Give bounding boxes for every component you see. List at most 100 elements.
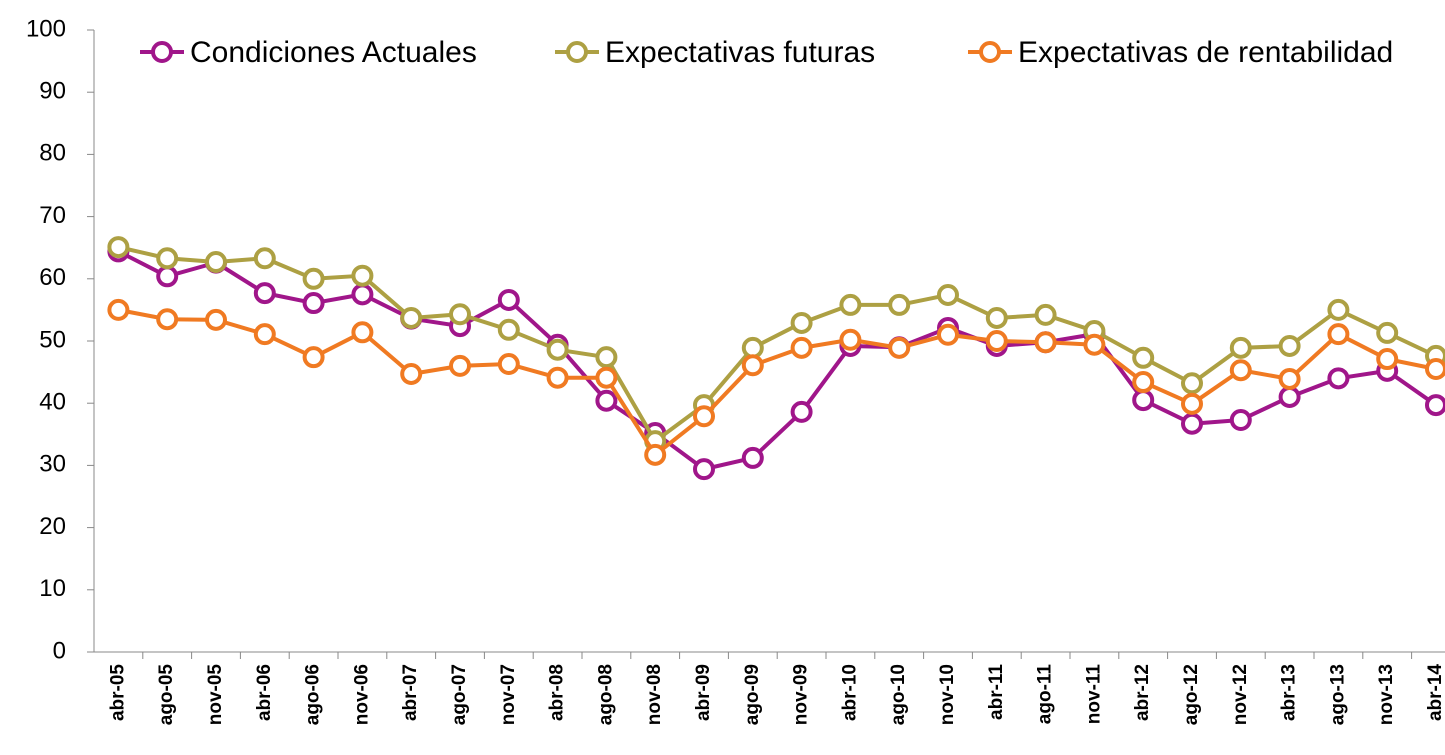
x-tick-label: nov-10 (937, 664, 958, 725)
point (1278, 334, 1301, 357)
point (644, 443, 667, 466)
point (595, 389, 618, 412)
x-tick-label: nov-06 (351, 664, 372, 725)
point (1083, 333, 1106, 356)
point (1327, 323, 1350, 346)
y-tick-label: 70 (39, 202, 66, 229)
point (1181, 412, 1203, 435)
point (156, 308, 179, 331)
point (1278, 385, 1301, 408)
y-tick-label: 10 (39, 575, 66, 602)
point (400, 362, 423, 385)
point (302, 267, 325, 290)
x-tick-label: abr-09 (693, 664, 714, 721)
point (693, 458, 715, 481)
point (497, 353, 520, 376)
point (790, 336, 813, 359)
point (400, 306, 423, 329)
point (1229, 359, 1252, 382)
point (253, 247, 276, 270)
point (1425, 394, 1445, 417)
point (888, 293, 911, 316)
y-tick-label: 90 (39, 78, 66, 105)
point (1132, 346, 1155, 369)
point (1229, 336, 1252, 359)
point (839, 293, 862, 316)
y-tick-label: 80 (39, 140, 66, 167)
point (1327, 298, 1350, 321)
x-tick-label: ago-07 (449, 664, 470, 725)
point (595, 366, 618, 389)
point (156, 247, 179, 270)
x-tick-label: ago-13 (1327, 664, 1348, 725)
point (985, 330, 1008, 352)
point (985, 306, 1008, 329)
legend-label: Expectativas futuras (605, 36, 875, 69)
point (790, 311, 813, 334)
x-tick-label: abr-05 (107, 664, 128, 721)
x-tick-label: nov-13 (1376, 664, 1397, 725)
point (351, 264, 374, 287)
x-tick-label: abr-11 (986, 664, 1007, 720)
y-tick-label: 40 (39, 389, 66, 416)
point (205, 308, 227, 331)
y-tick-label: 30 (39, 451, 66, 478)
point (1034, 331, 1057, 354)
y-tick-label: 20 (39, 513, 66, 540)
legend-label: Expectativas de rentabilidad (1018, 36, 1393, 69)
x-tick-label: ago-12 (1181, 664, 1202, 725)
point (1327, 367, 1350, 390)
y-tick-label: 60 (39, 264, 66, 291)
point (253, 323, 276, 346)
point (595, 346, 618, 369)
point (497, 318, 520, 341)
point (351, 283, 374, 306)
point (302, 346, 325, 369)
point (107, 236, 130, 259)
x-tick-label: ago-11 (1035, 664, 1056, 725)
legend-marker (566, 41, 588, 63)
x-tick-label: ago-10 (888, 664, 909, 725)
point (937, 323, 959, 346)
y-tick-label: 0 (53, 637, 66, 664)
series-line (118, 307, 1437, 457)
x-tick-label: abr-06 (254, 664, 275, 721)
point (1034, 303, 1057, 326)
series-line (117, 245, 1437, 444)
point (1229, 408, 1252, 431)
point (1181, 372, 1203, 395)
point (107, 298, 130, 321)
y-tick-label: 100 (26, 15, 66, 42)
point (888, 336, 911, 359)
x-tick-label: nov-12 (1230, 664, 1251, 725)
x-tick-label: ago-05 (156, 664, 177, 726)
x-tick-label: ago-06 (303, 664, 324, 725)
legend-marker (151, 41, 173, 63)
x-tick-label: abr-08 (547, 664, 568, 721)
x-tick-label: abr-12 (1132, 664, 1153, 721)
x-tick-label: abr-10 (839, 664, 860, 721)
point (497, 288, 520, 311)
x-tick-label: nov-07 (498, 664, 519, 725)
series-line (117, 249, 1438, 472)
point (790, 400, 813, 423)
point (546, 338, 569, 361)
point (1181, 392, 1203, 415)
x-tick-label: abr-13 (1279, 664, 1300, 721)
point (937, 283, 959, 306)
point (1376, 321, 1399, 344)
x-tick-label: nov-08 (644, 664, 665, 725)
point (1376, 348, 1399, 371)
point (546, 366, 569, 389)
point (1132, 389, 1155, 412)
x-tick-label: nov-11 (1083, 664, 1104, 725)
point (156, 265, 179, 288)
x-tick-label: nov-09 (791, 664, 812, 725)
x-tick-label: ago-08 (595, 664, 616, 725)
point (741, 354, 764, 377)
legend-label: Condiciones Actuales (190, 36, 477, 69)
point (693, 405, 715, 428)
x-tick-label: abr-07 (400, 664, 421, 721)
point (1132, 371, 1155, 394)
point (741, 446, 764, 469)
